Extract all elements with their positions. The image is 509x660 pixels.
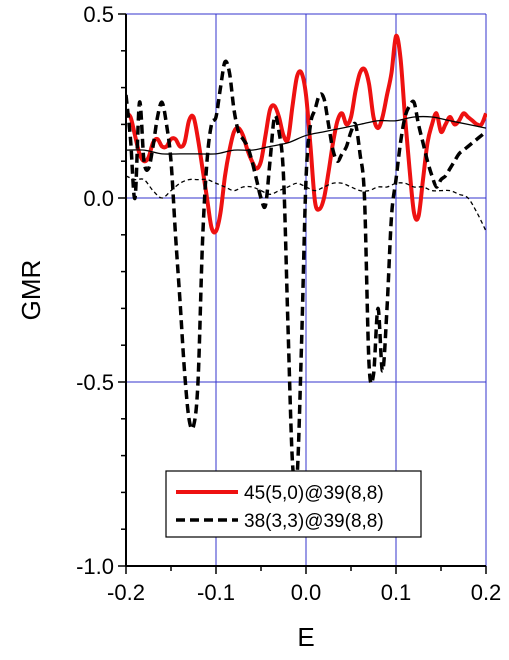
y-tick-label-0: -1.0 [76, 554, 114, 579]
x-tick-label-1: -0.1 [197, 580, 235, 605]
legend-label-series-1: 45(5,0)@39(8,8) [244, 483, 384, 504]
series-line-2 [124, 59, 488, 491]
series-layer [124, 33, 488, 491]
legend-box [165, 470, 422, 538]
mask-right [487, 0, 509, 660]
legend-label-series-2: 38(3,3)@39(8,8) [244, 511, 384, 532]
mask-left [0, 0, 125, 660]
y-tick-label-1: -0.5 [76, 370, 114, 395]
y-tick-label-2: 0.0 [83, 186, 114, 211]
x-tick-label-0: -0.2 [107, 580, 145, 605]
y-tick-label-3: 0.5 [83, 2, 114, 27]
y-axis-title: GMR [16, 260, 46, 321]
tick-labels: -0.2 -0.1 0.0 0.1 0.2 -1.0 -0.5 0.0 0.5 [76, 2, 501, 605]
series-line-1 [124, 33, 488, 235]
mask-bottom [0, 567, 509, 660]
x-axis-title: E [297, 622, 314, 652]
x-tick-label-3: 0.1 [381, 580, 412, 605]
mask-top [0, 0, 509, 13]
series-line-3 [125, 115, 487, 155]
x-tick-label-4: 0.2 [471, 580, 502, 605]
x-tick-label-2: 0.0 [291, 580, 322, 605]
legend: 45(5,0)@39(8,8) 38(3,3)@39(8,8) [165, 470, 422, 538]
